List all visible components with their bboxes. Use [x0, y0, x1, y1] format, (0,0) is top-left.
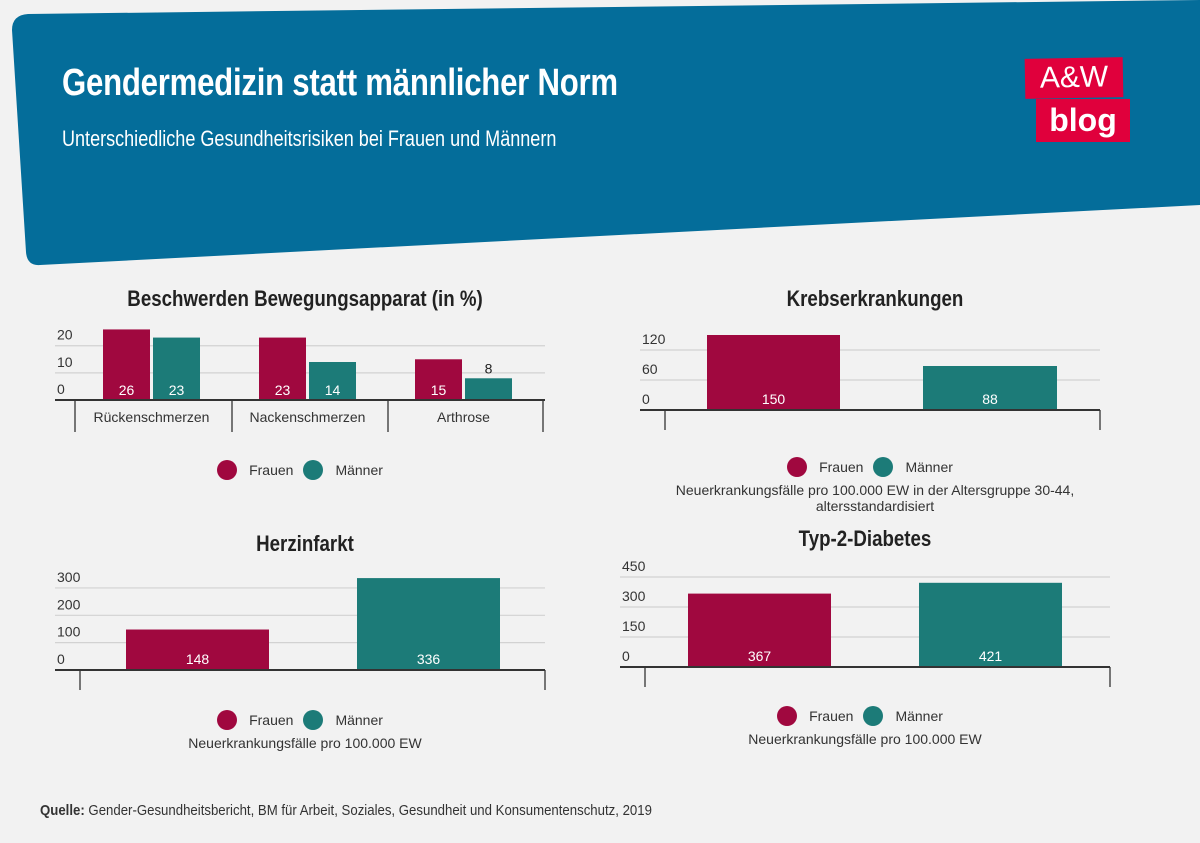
bar-männer: [309, 362, 356, 400]
bar-frauen: [688, 593, 831, 667]
y-tick-label: 60: [642, 361, 658, 377]
logo-aw: A&W: [1024, 57, 1124, 99]
data-label: 26: [119, 382, 135, 398]
bar-frauen: [103, 329, 150, 400]
chart-title: Beschwerden Bewegungsapparat (in %): [127, 286, 483, 311]
y-tick-label: 450: [622, 558, 646, 574]
y-tick-label: 300: [622, 588, 646, 604]
chart-plot: 0 150 300 450 367 421: [620, 558, 1111, 687]
chart-typ2-diabetes: Typ-2-Diabetes 0 150 300 450 367 421 Frauen M…: [620, 520, 1111, 750]
data-label: 421: [979, 648, 1003, 664]
legend-frauen-swatch: [777, 706, 798, 726]
legend-maenner-label: Männer: [335, 712, 383, 728]
data-label: 150: [762, 391, 786, 407]
legend-frauen-label: Frauen: [819, 459, 864, 475]
y-tick-label: 150: [622, 618, 646, 634]
legend-frauen-swatch: [217, 710, 238, 730]
x-category-label: Rückenschmerzen: [94, 409, 210, 425]
legend-frauen-label: Frauen: [249, 462, 294, 478]
logo-blog: blog: [1036, 99, 1130, 142]
source-text: Gender-Gesundheitsbericht, BM für Arbeit…: [84, 802, 652, 819]
data-label: 23: [169, 382, 185, 398]
chart-plot: 0 100 200 300 148 336: [55, 569, 546, 690]
bar-männer: [357, 578, 500, 670]
chart-note: Neuerkrankungsfälle pro 100.000 EW: [188, 735, 422, 751]
legend-maenner-swatch: [303, 710, 324, 730]
legend-frauen-label: Frauen: [249, 712, 294, 728]
chart-legend: Frauen Männer: [620, 706, 1110, 726]
bar-männer: [923, 366, 1057, 410]
x-category-label: Nackenschmerzen: [250, 409, 366, 425]
chart-note: Neuerkrankungsfälle pro 100.000 EW: [748, 731, 982, 747]
x-category-label: Arthrose: [437, 409, 490, 425]
bar-frauen: [707, 335, 840, 410]
bar-männer: [919, 582, 1062, 667]
chart-legend: Frauen Männer: [55, 460, 555, 480]
legend-maenner-swatch: [303, 460, 324, 480]
y-tick-label: 120: [642, 331, 666, 347]
legend-frauen-label: Frauen: [809, 708, 854, 724]
bar-frauen: [259, 337, 306, 400]
y-tick-label: 200: [57, 596, 81, 612]
chart-plot: 0 60 120 150 88: [640, 331, 1101, 430]
legend-maenner-label: Männer: [895, 708, 943, 724]
y-tick-label: 0: [622, 648, 630, 664]
data-label: 23: [275, 382, 291, 398]
y-tick-label: 0: [642, 391, 650, 407]
chart-note: Neuerkrankungsfälle pro 100.000 EW in de…: [675, 482, 1075, 514]
source-label: Quelle:: [40, 802, 85, 819]
chart-title: Herzinfarkt: [256, 531, 354, 556]
data-label: 367: [748, 648, 772, 664]
bar-frauen: [415, 359, 462, 400]
data-label: 8: [485, 360, 493, 376]
header-banner: [12, 0, 1200, 266]
bar-frauen: [126, 629, 269, 670]
bar-männer: [465, 378, 512, 400]
chart-krebserkrankungen: Krebserkrankungen 0 60 120 150 88 Frauen Män…: [640, 280, 1110, 514]
legend-maenner-swatch: [873, 457, 894, 477]
y-tick-label: 0: [57, 381, 65, 397]
chart-legend: Frauen Männer: [640, 457, 1110, 477]
legend-frauen-swatch: [787, 457, 808, 477]
legend-frauen-swatch: [217, 460, 238, 480]
page-title: Gendermedizin statt männlicher Norm: [62, 62, 618, 104]
legend-maenner-label: Männer: [905, 459, 953, 475]
data-label: 14: [325, 382, 341, 398]
chart-title: Typ-2-Diabetes: [798, 526, 932, 551]
data-label: 15: [431, 382, 447, 398]
chart-herzinfarkt: Herzinfarkt 0 100 200 300 148 336 Frauen Männ…: [55, 525, 555, 755]
legend-maenner-swatch: [863, 706, 884, 726]
chart-title: Krebserkrankungen: [786, 286, 964, 311]
aw-blog-logo[interactable]: A&W blog: [1024, 56, 1135, 144]
y-tick-label: 10: [57, 354, 73, 370]
chart-plot: 0 10 20 26 23 Rückenschmerzen 23 14 Nackenschmer…: [55, 327, 545, 432]
chart-legend: Frauen Männer: [55, 710, 555, 730]
header-background: [12, 0, 1200, 266]
data-label: 336: [417, 651, 441, 667]
y-tick-label: 0: [57, 651, 65, 667]
data-label: 148: [186, 651, 210, 667]
y-tick-label: 300: [57, 569, 81, 585]
page-subtitle: Unterschiedliche Gesundheitsrisiken bei …: [62, 126, 557, 151]
legend-maenner-label: Männer: [335, 462, 383, 478]
data-label: 88: [982, 391, 998, 407]
bar-männer: [153, 337, 200, 400]
y-tick-label: 100: [57, 624, 81, 640]
y-tick-label: 20: [57, 327, 73, 343]
chart-bewegungsapparat: Beschwerden Bewegungsapparat (in %) 0 10 2…: [55, 280, 555, 480]
source-citation: Quelle: Gender-Gesundheitsbericht, BM fü…: [40, 802, 652, 819]
